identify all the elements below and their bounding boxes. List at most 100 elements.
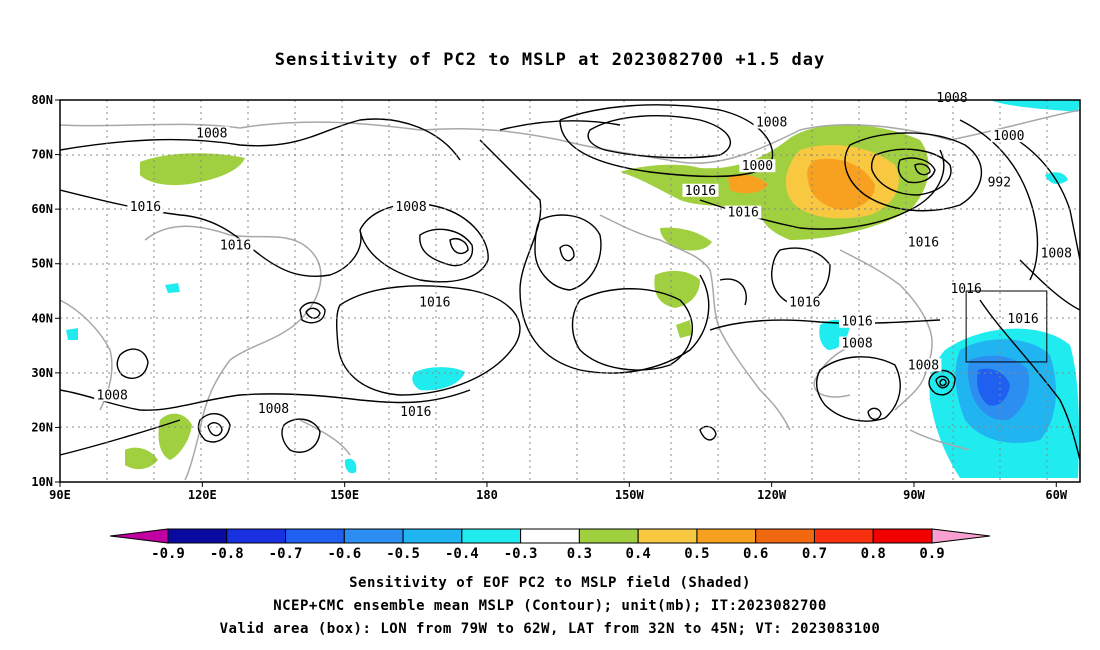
lon-label: 150E	[330, 488, 359, 502]
colorbar-swatch	[343, 528, 404, 544]
contour-label: 1016	[685, 184, 716, 199]
colorbar-label: -0.4	[445, 546, 479, 562]
colorbar-label: -0.7	[269, 546, 303, 562]
lat-label: 80N	[31, 93, 53, 107]
contour-label: 1016	[130, 200, 161, 215]
contour-label: 1016	[789, 296, 820, 311]
contour-label-bg	[753, 115, 790, 129]
lon-label: 90E	[49, 488, 71, 502]
contour-label: 1016	[220, 238, 251, 253]
colorbar-label: -0.9	[151, 546, 185, 562]
lat-label: 20N	[31, 420, 53, 434]
contour-label: 1008	[1041, 247, 1072, 262]
colorbar-label: 0.5	[684, 546, 709, 562]
contour-label-bg	[725, 205, 762, 219]
contour-label-bg	[905, 358, 942, 372]
contour-label: 1008	[756, 116, 787, 131]
contour-label: 1008	[841, 337, 872, 352]
contour-label: 1000	[993, 129, 1024, 144]
contour-label: 1008	[258, 402, 289, 417]
colorbar-label: 0.9	[919, 546, 944, 562]
contour-label: 1016	[728, 206, 759, 221]
colorbar-swatch	[226, 528, 287, 544]
footer-line-3: Valid area (box): LON from 79W to 62W, L…	[219, 621, 881, 637]
colorbar-swatch	[285, 528, 345, 544]
contour-label-bg	[990, 129, 1027, 143]
lon-label: 150W	[615, 488, 645, 502]
colorbar-label: -0.8	[210, 546, 244, 562]
contour-label-bg	[948, 282, 985, 295]
grid-lines	[60, 100, 1080, 482]
latitude-axis: 80N 70N 60N 50N 40N 30N 20N 10N	[31, 93, 60, 489]
colorbar-swatch	[696, 528, 757, 544]
longitude-axis: 90E 120E 150E 180 150W 120W 90W 60W	[49, 482, 1068, 502]
contour-label: 1008	[196, 126, 227, 141]
colorbar-label: 0.3	[567, 546, 592, 562]
contour-label-bg	[397, 404, 434, 418]
contour-label: 1008	[908, 358, 939, 373]
colorbar-swatch	[520, 528, 580, 544]
contour-label: 1016	[400, 405, 431, 420]
positive-sensitivity-area	[728, 174, 768, 194]
lat-label: 50N	[31, 257, 53, 271]
colorbar-label: 0.6	[743, 546, 768, 562]
contour-label: 1016	[419, 296, 450, 311]
colorbar-label: -0.6	[327, 546, 361, 562]
lon-label: 120W	[757, 488, 787, 502]
colorbar-swatch	[167, 528, 228, 544]
colorbar-swatch	[402, 528, 463, 544]
contour-label-bg	[905, 235, 942, 249]
contour-label: 1016	[908, 236, 939, 251]
colorbar: -0.9 -0.8 -0.7 -0.6 -0.5 -0.4 -0.3 0.3 0.4 0.5 0.6…	[109, 528, 991, 562]
colorbar-swatch	[755, 528, 815, 544]
map-frame	[59, 99, 1081, 483]
sensitivity-shading	[66, 100, 1080, 478]
colorbar-label: 0.4	[626, 546, 651, 562]
colorbar-swatch	[578, 528, 639, 544]
valid-area-box	[965, 290, 1048, 363]
positive-sensitivity-area	[140, 153, 245, 186]
contour-label-bg	[985, 175, 1014, 189]
contour-label-bg	[255, 402, 292, 416]
lat-label: 30N	[31, 366, 53, 380]
positive-sensitivity-area	[125, 447, 158, 470]
lon-label: 60W	[1045, 488, 1067, 502]
negative-sensitivity-area	[344, 458, 357, 474]
colorbar-low-tip	[109, 528, 169, 544]
positive-sensitivity-area	[654, 270, 700, 308]
contour-label: 992	[988, 176, 1011, 191]
negative-sensitivity-area	[66, 328, 78, 340]
contour-label-bg	[217, 238, 254, 252]
lon-label: 120E	[188, 488, 217, 502]
contour-label-bg	[94, 388, 131, 402]
positive-sensitivity-area	[158, 413, 192, 460]
negative-sensitivity-area	[990, 100, 1080, 112]
map-title: Sensitivity of PC2 to MSLP at 2023082700…	[274, 50, 826, 70]
contour-label: 1008	[97, 388, 128, 403]
contour-label-bg	[1005, 312, 1042, 326]
colorbar-label: -0.3	[504, 546, 538, 562]
colorbar-label: 0.8	[861, 546, 886, 562]
contour-label: 1008	[936, 91, 967, 106]
negative-sensitivity-area	[412, 367, 465, 391]
contour-label-bg	[393, 200, 430, 214]
contour-label-bg	[193, 126, 230, 140]
contour-label: 1016	[950, 282, 981, 297]
contour-label: 1008	[395, 200, 426, 215]
contour-label-layer: 1008 1016 1016 1008 1008 1008 1016 1016 1008 1000…	[94, 91, 1075, 420]
colorbar-label: 0.7	[802, 546, 827, 562]
contour-label-bg	[786, 295, 823, 309]
contour-label-bg	[127, 200, 164, 214]
contour-label-bg	[1038, 246, 1075, 260]
contour-label: 1016	[841, 315, 872, 330]
lat-label: 60N	[31, 202, 53, 216]
lon-label: 90W	[903, 488, 925, 502]
colorbar-swatch	[461, 528, 522, 544]
contour-label-bg	[739, 159, 776, 173]
colorbar-swatch	[813, 528, 874, 544]
contour-label-bg	[416, 295, 453, 309]
lat-label: 40N	[31, 311, 53, 325]
footer-line-2: NCEP+CMC ensemble mean MSLP (Contour); u…	[273, 598, 827, 614]
negative-sensitivity-area	[165, 283, 180, 293]
